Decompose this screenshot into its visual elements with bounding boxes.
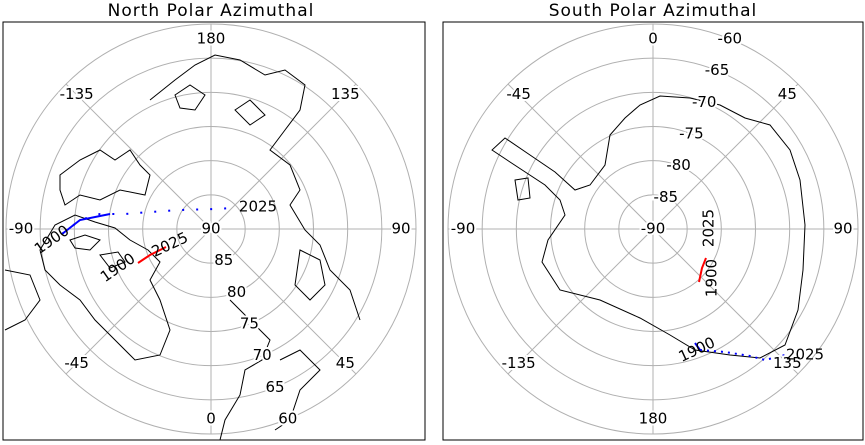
latitude-label: -85 <box>654 188 679 206</box>
longitude-label: -90 <box>451 220 476 238</box>
latitude-label: -70 <box>692 93 717 111</box>
longitude-label: -45 <box>506 85 531 103</box>
longitude-label: 0 <box>206 410 216 428</box>
longitude-label: 135 <box>331 85 360 103</box>
graticule <box>447 23 859 435</box>
longitude-label: 90 <box>391 220 410 238</box>
latitude-label: -80 <box>666 156 691 174</box>
pole-tracks <box>694 257 786 362</box>
latitude-label: 85 <box>214 251 233 269</box>
longitude-label: 0 <box>648 30 658 48</box>
latitude-label: 80 <box>227 283 246 301</box>
north-panel: North Polar Azimuthal 180 -135 135 -90 90 -45 4… <box>2 1 426 441</box>
longitude-label: -90 <box>9 220 34 238</box>
latitude-label: 60 <box>278 410 297 428</box>
longitude-label: 45 <box>778 85 797 103</box>
latitude-label: 90 <box>201 220 220 238</box>
graticule <box>5 23 417 435</box>
longitude-label: -135 <box>502 354 536 372</box>
coastlines <box>491 95 806 359</box>
meridian <box>507 228 654 375</box>
panel-frame <box>442 21 864 441</box>
meridian <box>210 228 357 375</box>
longitude-label: 135 <box>773 354 802 372</box>
latitude-label: 75 <box>240 315 259 333</box>
meridian <box>507 83 654 230</box>
longitude-label: -45 <box>64 354 89 372</box>
longitude-label: 45 <box>336 354 355 372</box>
panel-title: North Polar Azimuthal <box>108 1 315 21</box>
meridian <box>652 228 799 375</box>
meridian <box>210 83 357 230</box>
track-label: 1900 <box>703 259 721 297</box>
latitude-label: -75 <box>679 124 704 142</box>
track-label: 2025 <box>700 209 718 247</box>
longitude-label: 180 <box>197 30 226 48</box>
latitude-label: 65 <box>265 378 284 396</box>
track-label: 1900 <box>31 221 73 258</box>
longitude-label: -135 <box>60 85 94 103</box>
south-panel: South Polar Azimuthal 0 -45 45 -90 90 -135 135 1… <box>442 1 864 441</box>
longitude-label: 90 <box>833 220 852 238</box>
coastlines <box>4 54 361 441</box>
latitude-label: -65 <box>705 61 730 79</box>
latitude-label: 70 <box>253 346 272 364</box>
panel-title: South Polar Azimuthal <box>549 1 758 21</box>
latitude-label: -90 <box>641 220 666 238</box>
panel-frame <box>2 21 426 441</box>
track-label: 1900 <box>676 333 718 365</box>
track-label: 2025 <box>239 198 277 216</box>
track-label: 2025 <box>786 346 824 364</box>
longitude-label: 180 <box>639 410 668 428</box>
pole-tracks <box>61 207 233 264</box>
latitude-label: -60 <box>718 29 743 47</box>
meridian <box>65 83 212 230</box>
meridian <box>65 228 212 375</box>
meridian <box>652 83 799 230</box>
